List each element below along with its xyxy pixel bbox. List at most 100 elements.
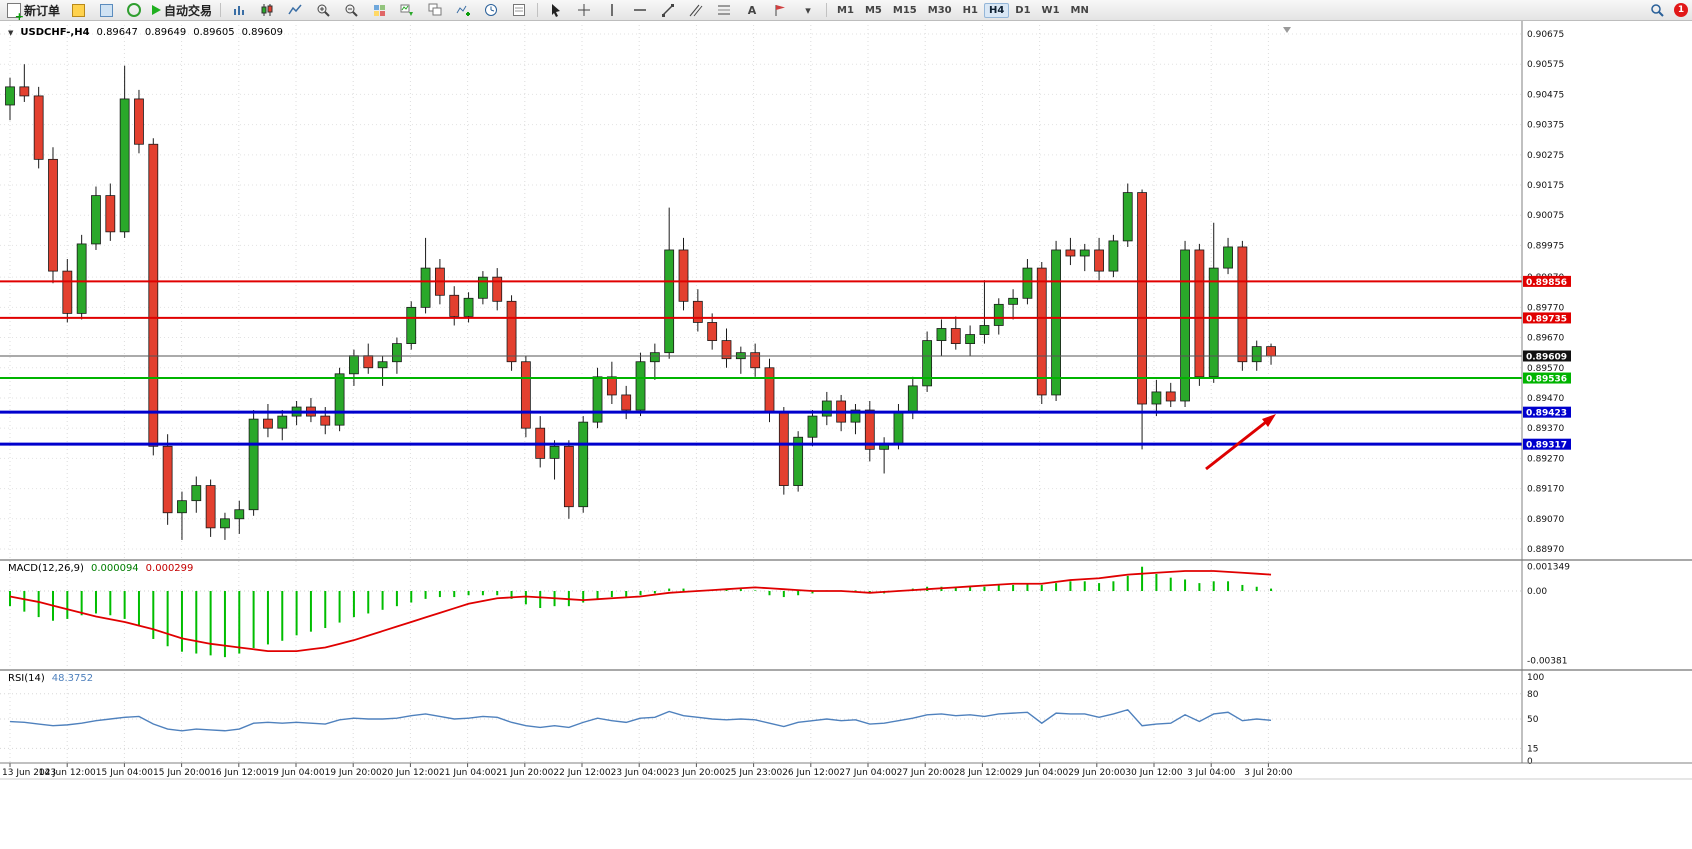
panel-splitter[interactable] — [0, 559, 1692, 561]
zoom-out-icon — [345, 4, 358, 17]
crosshair-icon — [578, 4, 591, 16]
refresh-icon — [127, 3, 142, 17]
bar-chart-button[interactable] — [226, 1, 252, 19]
time-label: 15 Jun 20:00 — [153, 768, 210, 778]
bull-candle — [549, 445, 560, 459]
bear-candle — [1094, 249, 1104, 272]
chart-shift-marker-icon[interactable] — [1283, 27, 1291, 33]
bear-candle — [492, 276, 503, 302]
line-chart-button[interactable] — [282, 1, 308, 19]
timeframe-d1[interactable]: D1 — [1015, 4, 1031, 16]
bear-candle — [105, 195, 116, 233]
arrange-charts-button[interactable] — [394, 1, 420, 19]
bear-candle — [205, 485, 216, 529]
channel-tool-button[interactable] — [683, 1, 709, 19]
timeframe-w1[interactable]: W1 — [1041, 4, 1060, 16]
bull-candle — [392, 343, 402, 363]
rsi-axis-label: 50 — [1527, 715, 1539, 725]
price-tag-label: 0.89536 — [1526, 375, 1567, 385]
data-window-button[interactable] — [93, 1, 119, 19]
price-tag-label: 0.89735 — [1526, 314, 1567, 324]
bull-candle — [349, 355, 359, 375]
timeframe-m5[interactable]: M5 — [864, 4, 882, 16]
bear-candle — [864, 409, 875, 450]
bull-candle — [1251, 346, 1262, 363]
bull-candle — [177, 500, 187, 514]
time-label: 13 Jun 2023 — [2, 768, 56, 778]
price-label: 0.89070 — [1527, 515, 1564, 525]
price-label: 0.90675 — [1527, 30, 1564, 40]
macd-axis-label: 0.00 — [1527, 587, 1547, 597]
time-label: 16 Jun 12:00 — [210, 768, 267, 778]
cascade-charts-icon — [428, 3, 442, 16]
trendline-tool-button[interactable] — [655, 1, 681, 19]
price-label: 0.90575 — [1527, 60, 1564, 70]
bear-candle — [62, 270, 73, 314]
bear-candle — [692, 300, 703, 323]
candlestick-icon — [261, 4, 273, 16]
price-tag — [1523, 438, 1571, 450]
time-label: 3 Jul 04:00 — [1187, 768, 1236, 778]
timeframe-m15[interactable]: M15 — [892, 4, 917, 16]
bear-candle — [33, 95, 44, 160]
template-button[interactable] — [506, 1, 532, 19]
bull-candle — [1151, 391, 1162, 405]
zoom-in-button[interactable] — [310, 1, 336, 19]
chart-profiles-button[interactable] — [65, 1, 91, 19]
cursor-tool-button[interactable] — [543, 1, 569, 19]
bear-candle — [621, 394, 632, 411]
text-tool-button[interactable]: A — [739, 1, 765, 19]
time-label: 25 Jun 23:00 — [725, 768, 782, 778]
bar-chart-icon — [234, 6, 245, 15]
bull-candle — [807, 415, 818, 438]
add-indicator-icon — [456, 5, 471, 16]
bear-candle — [721, 340, 732, 360]
label-tool-button[interactable] — [767, 1, 793, 19]
vertical-line-tool-button[interactable] — [599, 1, 625, 19]
bear-candle — [606, 376, 617, 396]
chevron-down-icon: ▾ — [805, 3, 811, 17]
bull-candle — [463, 297, 474, 317]
fibonacci-tool-button[interactable] — [711, 1, 737, 19]
timeframe-mn[interactable]: MN — [1070, 4, 1089, 16]
bull-candle — [893, 412, 904, 444]
search-button[interactable] — [1644, 1, 1670, 19]
bull-candle — [191, 485, 202, 502]
timeframe-m1[interactable]: M1 — [837, 4, 854, 16]
notification-badge[interactable]: 1 — [1674, 3, 1688, 17]
candlestick-chart-button[interactable] — [254, 1, 280, 19]
crosshair-tool-button[interactable] — [571, 1, 597, 19]
rsi-axis-label: 15 — [1527, 744, 1538, 754]
panel-splitter[interactable] — [0, 669, 1692, 671]
auto-trading-button[interactable]: 自动交易 — [149, 1, 215, 19]
bear-candle — [148, 143, 159, 447]
cascade-charts-button[interactable] — [422, 1, 448, 19]
vertical-line-icon — [611, 4, 613, 16]
time-label: 3 Jul 20:00 — [1244, 768, 1293, 778]
tile-windows-button[interactable] — [366, 1, 392, 19]
new-order-button[interactable]: 新订单 — [4, 1, 63, 23]
arrow-object[interactable] — [1205, 420, 1267, 471]
data-window-icon — [99, 3, 113, 17]
timeframe-h4[interactable]: H4 — [983, 2, 1010, 18]
bull-candle — [793, 436, 804, 486]
bull-candle — [334, 373, 345, 426]
shapes-dropdown-button[interactable]: ▾ — [795, 1, 821, 19]
period-button[interactable] — [478, 1, 504, 19]
trendline-icon — [662, 4, 675, 17]
zoom-out-button[interactable] — [338, 1, 364, 19]
bull-candle — [922, 340, 933, 387]
bull-candle — [76, 243, 87, 314]
auto-trading-icon — [152, 5, 162, 15]
add-indicator-button[interactable] — [450, 1, 476, 19]
refresh-button[interactable] — [121, 1, 147, 19]
timeframe-m30[interactable]: M30 — [927, 4, 952, 16]
arrow-head-icon[interactable] — [1262, 414, 1276, 427]
time-label: 19 Jun 20:00 — [325, 768, 382, 778]
timeframe-h1[interactable]: H1 — [962, 4, 978, 16]
price-label: 0.90375 — [1527, 121, 1564, 131]
time-label: 19 Jun 04:00 — [267, 768, 324, 778]
horizontal-line-tool-button[interactable] — [627, 1, 653, 19]
bull-candle — [1051, 249, 1061, 396]
